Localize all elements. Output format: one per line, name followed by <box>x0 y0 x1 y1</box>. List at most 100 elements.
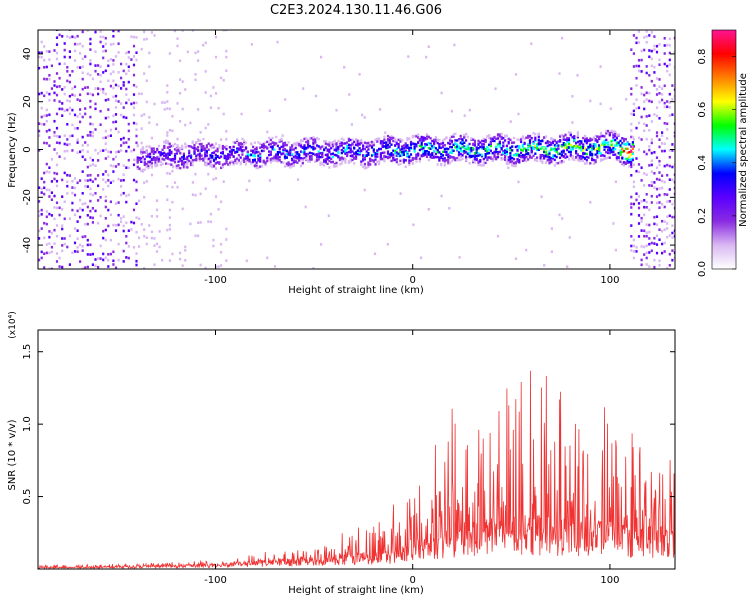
spectrogram-cell <box>587 156 590 159</box>
spectrogram-cell <box>509 120 512 123</box>
spectrogram-cell <box>337 139 340 143</box>
spectrogram-cell <box>362 145 365 148</box>
spectrogram-cell <box>312 148 315 151</box>
spectrogram-cell <box>557 147 560 150</box>
spectrogram-cell <box>507 137 510 141</box>
spectrogram-cell <box>140 157 143 160</box>
spectrogram-cell <box>482 143 485 146</box>
spectrogram-cell <box>55 206 59 210</box>
spectrogram-cell <box>461 139 464 142</box>
spectrogram-cell <box>163 257 166 260</box>
x-tick-label: 100 <box>600 575 619 586</box>
spectrogram-cell <box>583 135 587 138</box>
spectrogram-cell <box>507 162 510 165</box>
spectrogram-cell <box>166 100 169 103</box>
spectrogram-cell <box>475 151 478 154</box>
spectrogram-cell <box>551 157 555 160</box>
spectrogram-cell <box>470 146 473 150</box>
spectrogram-cell <box>546 144 549 148</box>
spectrogram-cell <box>125 256 128 259</box>
spectrogram-cell <box>179 91 182 95</box>
spectrogram-cell <box>40 91 43 95</box>
spectrogram-cell <box>262 161 265 164</box>
spectrogram-cell <box>514 257 518 260</box>
spectrogram-cell <box>630 135 633 139</box>
spectrogram-cell <box>91 207 94 210</box>
spectrogram-cell <box>112 250 115 254</box>
spectrogram-cell <box>170 159 173 162</box>
spectrogram-cell <box>536 144 539 148</box>
spectrogram-cell <box>390 135 393 138</box>
spectrogram-cell <box>449 145 452 149</box>
spectrogram-cell <box>225 30 228 32</box>
spectrogram-cell <box>199 192 202 196</box>
spectrogram-cell <box>585 137 588 140</box>
spectrogram-cell <box>668 164 671 168</box>
spectrogram-cell <box>153 92 156 96</box>
spectrogram-cell <box>521 145 524 149</box>
spectrogram-cell <box>136 161 139 164</box>
spectrogram-cell <box>91 231 94 234</box>
spectrogram-cell <box>491 159 494 162</box>
spectrogram-cell <box>91 163 94 166</box>
spectrogram-cell <box>397 146 400 149</box>
spectrogram-cell <box>38 134 41 137</box>
spectrogram-cell <box>567 141 571 144</box>
spectrogram-cell <box>239 161 242 164</box>
spectrogram-cell <box>607 156 610 159</box>
spectrogram-cell <box>150 73 153 76</box>
spectrogram-cell <box>553 154 556 157</box>
spectrogram-cell <box>45 162 48 166</box>
spectrogram-cell <box>643 150 646 154</box>
spectrogram-cell <box>406 138 409 142</box>
spectrogram-cell <box>84 112 87 116</box>
spectrogram-cell <box>440 163 443 167</box>
spectrogram-cell <box>390 159 393 163</box>
spectrogram-cell <box>81 44 84 48</box>
spectrogram-cell <box>615 155 618 159</box>
spectrogram-cell <box>127 56 130 59</box>
spectrogram-cell <box>415 145 418 148</box>
spectrogram-cell <box>76 220 79 223</box>
spectrogram-cell <box>289 163 292 166</box>
spectrogram-cell <box>615 142 618 145</box>
spectrogram-cell <box>331 143 334 146</box>
spectrogram-cell <box>661 142 664 145</box>
spectrogram-cell <box>399 138 402 141</box>
spectrogram-cell <box>66 66 69 69</box>
spectrogram-cell <box>658 238 661 241</box>
spectrogram-cell <box>45 119 48 123</box>
spectrogram-cell <box>596 139 599 142</box>
spectrogram-cell <box>278 156 281 159</box>
spectrogram-cell <box>617 152 620 155</box>
spectrogram-cell <box>145 149 148 152</box>
spectrogram-cell <box>114 266 118 269</box>
spectrogram-cell <box>255 161 258 164</box>
spectrogram-cell <box>668 149 671 152</box>
spectrogram-cell <box>168 259 171 262</box>
spectrogram-cell <box>195 147 198 150</box>
spectrogram-cell <box>413 135 416 138</box>
spectrogram-cell <box>661 49 664 53</box>
spectrogram-cell <box>479 145 482 149</box>
spectrogram-cell <box>544 149 547 152</box>
spectrogram-cell <box>91 221 94 224</box>
spectrogram-cell <box>102 56 105 60</box>
spectrogram-cell <box>661 93 664 96</box>
spectrogram-cell <box>561 36 564 40</box>
spectrogram-cell <box>145 145 148 148</box>
spectrogram-cell <box>175 152 178 155</box>
spectrogram-cell <box>166 134 169 137</box>
spectrogram-cell <box>655 223 659 226</box>
spectrogram-cell <box>276 158 279 161</box>
spectrogram-cell <box>645 206 648 209</box>
spectrogram-cell <box>630 177 633 180</box>
spectrogram-cell <box>541 154 544 157</box>
spectrogram-cell <box>217 208 220 211</box>
spectrogram-cell <box>518 159 521 162</box>
spectrogram-cell <box>127 122 130 126</box>
spectrogram-cell <box>514 154 517 157</box>
spectrogram-cell <box>232 141 235 144</box>
spectrogram-cell <box>45 251 48 255</box>
